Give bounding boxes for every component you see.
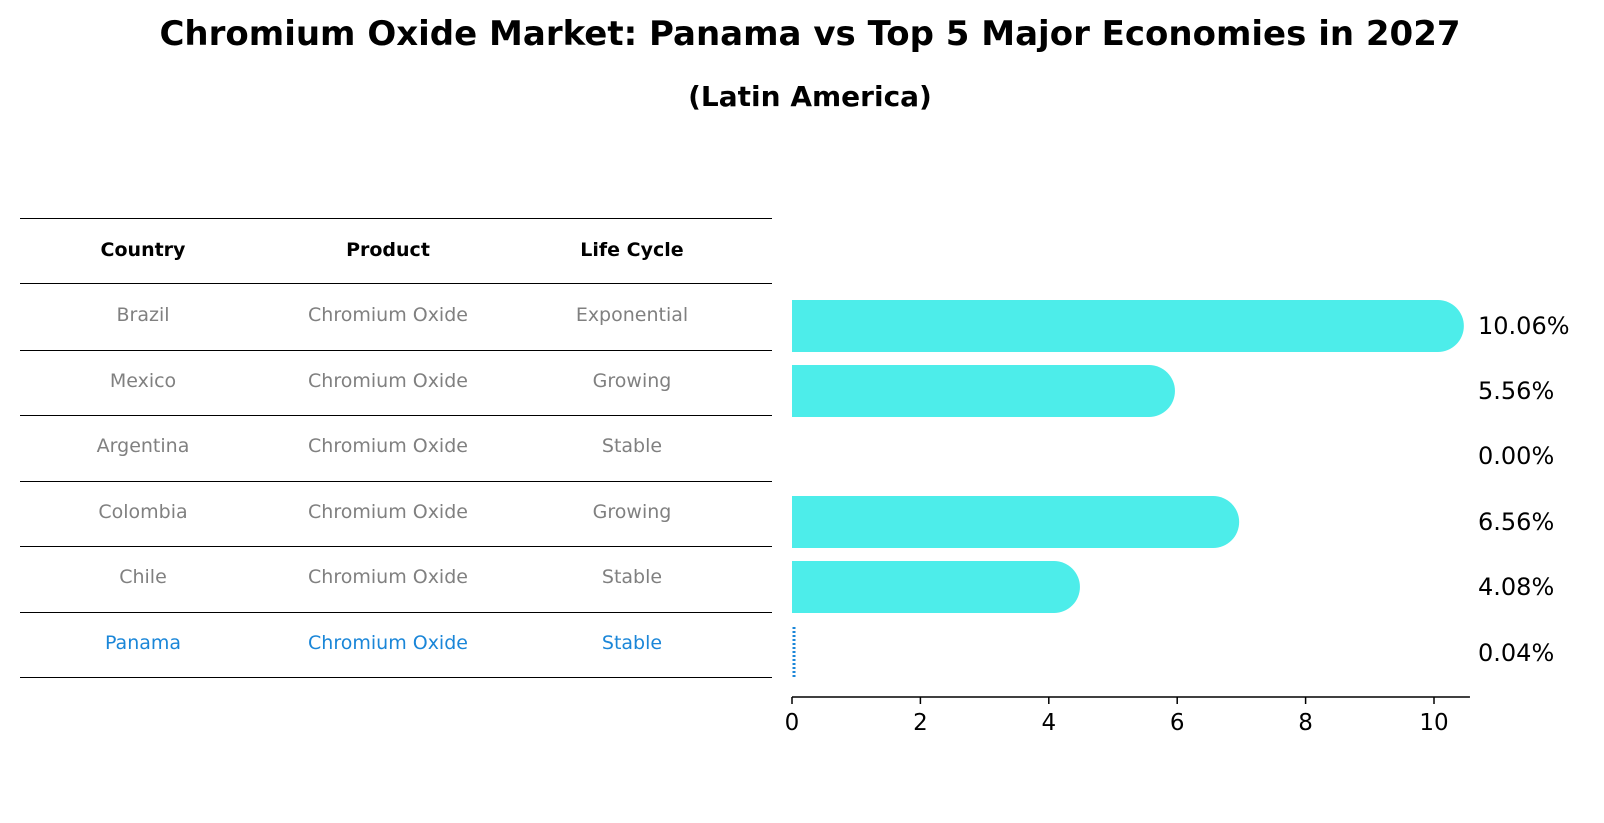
table-row-rule bbox=[20, 546, 772, 547]
table-cell-r1-c2: Growing bbox=[592, 369, 672, 392]
table-row-rule bbox=[20, 415, 772, 416]
value-label-colombia: 6.56% bbox=[1478, 508, 1554, 536]
chart-title: Chromium Oxide Market: Panama vs Top 5 M… bbox=[159, 14, 1461, 54]
value-label-chile: 4.08% bbox=[1478, 573, 1554, 601]
chart-subtitle: (Latin America) bbox=[688, 80, 932, 113]
bar-brazil bbox=[792, 300, 1464, 352]
table-cell-r0-c2: Exponential bbox=[575, 304, 689, 326]
value-label-panama: 0.04% bbox=[1478, 639, 1554, 667]
table-header-0: Country bbox=[100, 239, 186, 261]
bar-chile bbox=[792, 561, 1080, 613]
table-header-1: Product bbox=[346, 239, 430, 261]
table-cell-r4-c1: Chromium Oxide bbox=[308, 566, 468, 588]
table-cell-r4-c2: Stable bbox=[601, 566, 663, 588]
table-cell-r1-c0: Mexico bbox=[109, 369, 177, 392]
table-cell-r0-c1: Chromium Oxide bbox=[308, 304, 468, 326]
table-cell-r3-c2: Growing bbox=[592, 500, 672, 523]
table-row-rule bbox=[20, 349, 772, 351]
table-row-rule bbox=[20, 611, 772, 613]
x-tick-label: 0 bbox=[785, 710, 800, 736]
table-cell-r3-c0: Colombia bbox=[98, 500, 188, 523]
value-label-argentina: 0.00% bbox=[1478, 442, 1554, 470]
x-tick-label: 4 bbox=[1041, 710, 1056, 736]
x-tick-label: 2 bbox=[913, 710, 928, 736]
table-header-2: Life Cycle bbox=[580, 239, 684, 261]
table-cell-r5-c0: Panama bbox=[104, 631, 182, 654]
table-cell-r5-c1: Chromium Oxide bbox=[308, 631, 468, 654]
bar-colombia bbox=[792, 496, 1240, 548]
table-cell-r5-c2: Stable bbox=[601, 631, 663, 654]
table-cell-r2-c0: Argentina bbox=[96, 435, 190, 457]
x-tick-label: 6 bbox=[1170, 710, 1185, 736]
table-cell-r1-c1: Chromium Oxide bbox=[308, 369, 468, 392]
table-cell-r0-c0: Brazil bbox=[116, 304, 170, 326]
table-cell-r2-c2: Stable bbox=[601, 435, 663, 457]
table-row-rule bbox=[20, 677, 772, 678]
bar-mexico bbox=[792, 365, 1175, 417]
table-top-rule bbox=[20, 218, 772, 219]
table-cell-r2-c1: Chromium Oxide bbox=[308, 435, 468, 457]
x-tick-label: 10 bbox=[1419, 710, 1448, 736]
table-cell-r4-c0: Chile bbox=[119, 566, 167, 588]
value-label-brazil: 10.06% bbox=[1478, 312, 1570, 340]
value-label-mexico: 5.56% bbox=[1478, 377, 1554, 405]
x-tick-label: 8 bbox=[1298, 710, 1313, 736]
table-header-rule bbox=[20, 283, 772, 284]
table-row-rule bbox=[20, 480, 772, 482]
table-cell-r3-c1: Chromium Oxide bbox=[308, 500, 468, 523]
